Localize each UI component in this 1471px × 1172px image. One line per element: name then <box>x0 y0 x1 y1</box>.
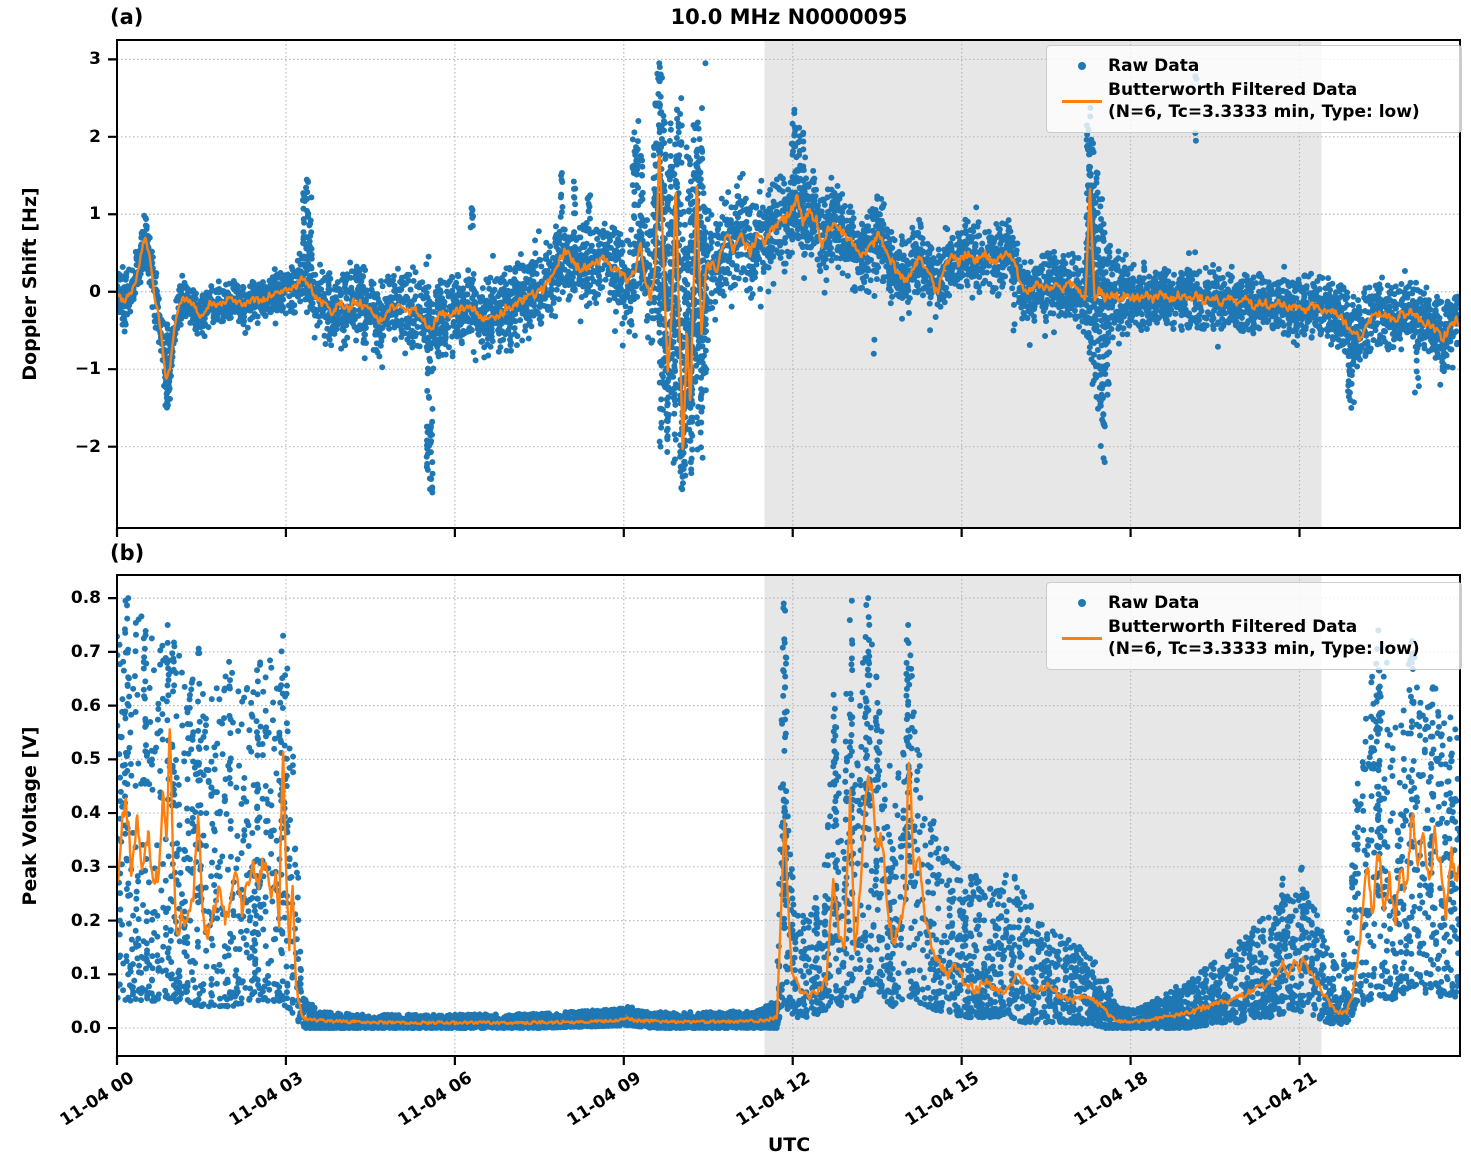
legend-raw-label: Raw Data <box>1108 593 1200 613</box>
panel-a-label: (a) <box>110 5 144 29</box>
legend-raw-label: Raw Data <box>1108 56 1200 76</box>
y-tick-label-b: 0.2 <box>70 910 101 931</box>
figure-title: 10.0 MHz N0000095 <box>670 5 908 29</box>
legend-a-filtered-entry: Butterworth Filtered Data (N=6, Tc=3.333… <box>1056 79 1451 123</box>
y-tick-label-a: 1 <box>89 204 101 225</box>
y-tick-label-b: 0.0 <box>70 1018 101 1039</box>
y-tick-label-b: 0.5 <box>70 749 101 770</box>
raw-data-dot-marker <box>1078 62 1086 70</box>
y-tick-label-b: 0.1 <box>70 964 101 985</box>
panel-b-label: (b) <box>110 541 145 565</box>
legend-filtered-label-line1: Butterworth Filtered Data <box>1108 80 1358 100</box>
y-tick-label-a: 0 <box>89 281 101 302</box>
y-tick-label-b: 0.4 <box>70 803 101 824</box>
legend-b-filtered-entry: Butterworth Filtered Data (N=6, Tc=3.333… <box>1056 616 1451 660</box>
y-tick-label-b: 0.6 <box>70 695 101 716</box>
filtered-line-marker <box>1062 99 1102 103</box>
y-tick-label-a: 3 <box>89 49 101 70</box>
raw-data-dot-marker <box>1078 599 1086 607</box>
y-tick-label-b: 0.3 <box>70 856 101 877</box>
legend-b: Raw Data Butterworth Filtered Data (N=6,… <box>1046 582 1462 670</box>
x-axis-label: UTC <box>767 1134 811 1156</box>
legend-a: Raw Data Butterworth Filtered Data (N=6,… <box>1046 45 1462 133</box>
y-tick-label-b: 0.8 <box>70 588 101 609</box>
legend-filtered-label-line2: (N=6, Tc=3.3333 min, Type: low) <box>1108 102 1420 122</box>
legend-filtered-label-line1: Butterworth Filtered Data <box>1108 617 1358 637</box>
y-tick-label-a: −1 <box>74 359 101 380</box>
y-tick-label-a: −2 <box>74 436 101 457</box>
legend-filtered-label-line2: (N=6, Tc=3.3333 min, Type: low) <box>1108 639 1420 659</box>
legend-a-raw-entry: Raw Data <box>1056 55 1451 77</box>
filtered-line-marker <box>1062 636 1102 640</box>
y-tick-label-a: 2 <box>89 126 101 147</box>
y-tick-label-b: 0.7 <box>70 641 101 662</box>
legend-b-raw-entry: Raw Data <box>1056 592 1451 614</box>
